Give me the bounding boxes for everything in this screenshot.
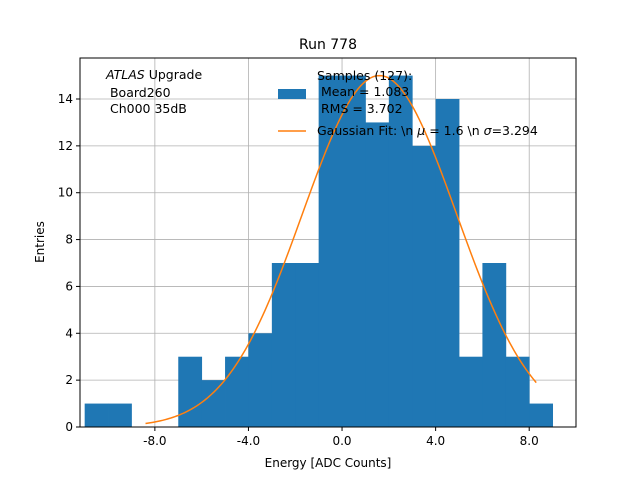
- histogram-bar-5: [201, 380, 226, 427]
- y-tick-label-5: 10: [58, 186, 73, 200]
- x-tick-label-3: 4.0: [426, 434, 445, 448]
- legend-hist-line-2: Mean = 1.083: [317, 84, 409, 99]
- x-axis-label: Energy [ADC Counts]: [265, 456, 392, 470]
- legend-hist-swatch: [278, 89, 306, 99]
- x-tick-label-2: 0.0: [332, 434, 351, 448]
- histogram-bar-15: [435, 99, 460, 427]
- legend: Samples (127): Mean = 1.083 RMS = 3.702 …: [278, 68, 538, 138]
- y-tick-label-2: 4: [65, 326, 73, 340]
- atlas-annotation: ATLAS Upgrade Board260 Ch000 35dB: [105, 67, 202, 116]
- histogram-bar-11: [342, 75, 366, 428]
- histogram-bar-1: [108, 403, 132, 427]
- histogram-bars: [84, 75, 554, 428]
- x-tick-label-0: -8.0: [143, 434, 166, 448]
- x-axis-ticks: -8.0 -4.0 0.0 4.0 8.0: [143, 427, 539, 448]
- y-tick-label-3: 6: [65, 279, 73, 293]
- plot-area-frame: [79, 57, 577, 428]
- histogram-bar-17: [482, 263, 507, 427]
- histogram-bar-16: [459, 356, 483, 427]
- annotation-line-3: Ch000 35dB: [106, 101, 187, 116]
- legend-hist-line-3: RMS = 3.702: [317, 101, 403, 116]
- histogram-bar-6: [225, 356, 249, 427]
- histogram-bar-9: [295, 263, 320, 427]
- x-tick-label-4: 8.0: [520, 434, 539, 448]
- histogram-bar-10: [318, 75, 343, 428]
- histogram-bar-13: [388, 75, 413, 428]
- y-tick-label-7: 14: [58, 92, 73, 106]
- y-tick-label-6: 12: [58, 139, 73, 153]
- histogram-bar-4: [178, 356, 203, 427]
- histogram-bar-14: [412, 145, 437, 427]
- y-tick-label-1: 2: [65, 373, 73, 387]
- histogram-bar-7: [248, 333, 273, 427]
- x-tick-label-1: -4.0: [237, 434, 260, 448]
- histogram-bar-18: [505, 356, 530, 427]
- y-axis-label: Entries: [33, 221, 47, 263]
- y-tick-label-4: 8: [65, 233, 73, 247]
- annotation-upgrade-text: Upgrade: [145, 67, 203, 82]
- gaussian-fit-curve: [145, 74, 537, 425]
- annotation-line-2: Board260: [106, 85, 171, 100]
- chart-title: Run 778: [299, 37, 357, 53]
- histogram-bar-8: [271, 263, 296, 427]
- legend-hist-line-1: Samples (127):: [317, 68, 412, 83]
- histogram-bar-0: [84, 403, 109, 427]
- y-tick-label-0: 0: [65, 420, 73, 434]
- y-axis-ticks: 0 2 4 6 8 10 12 14: [58, 92, 80, 434]
- histogram-bar-12: [365, 122, 390, 427]
- legend-fit-label: Gaussian Fit: \n μ = 1.6 \n σ=3.294: [317, 123, 538, 138]
- annotation-line-1: ATLAS Upgrade: [105, 67, 202, 82]
- histogram-bar-19: [529, 403, 554, 427]
- annotation-atlas-text: ATLAS: [105, 67, 145, 82]
